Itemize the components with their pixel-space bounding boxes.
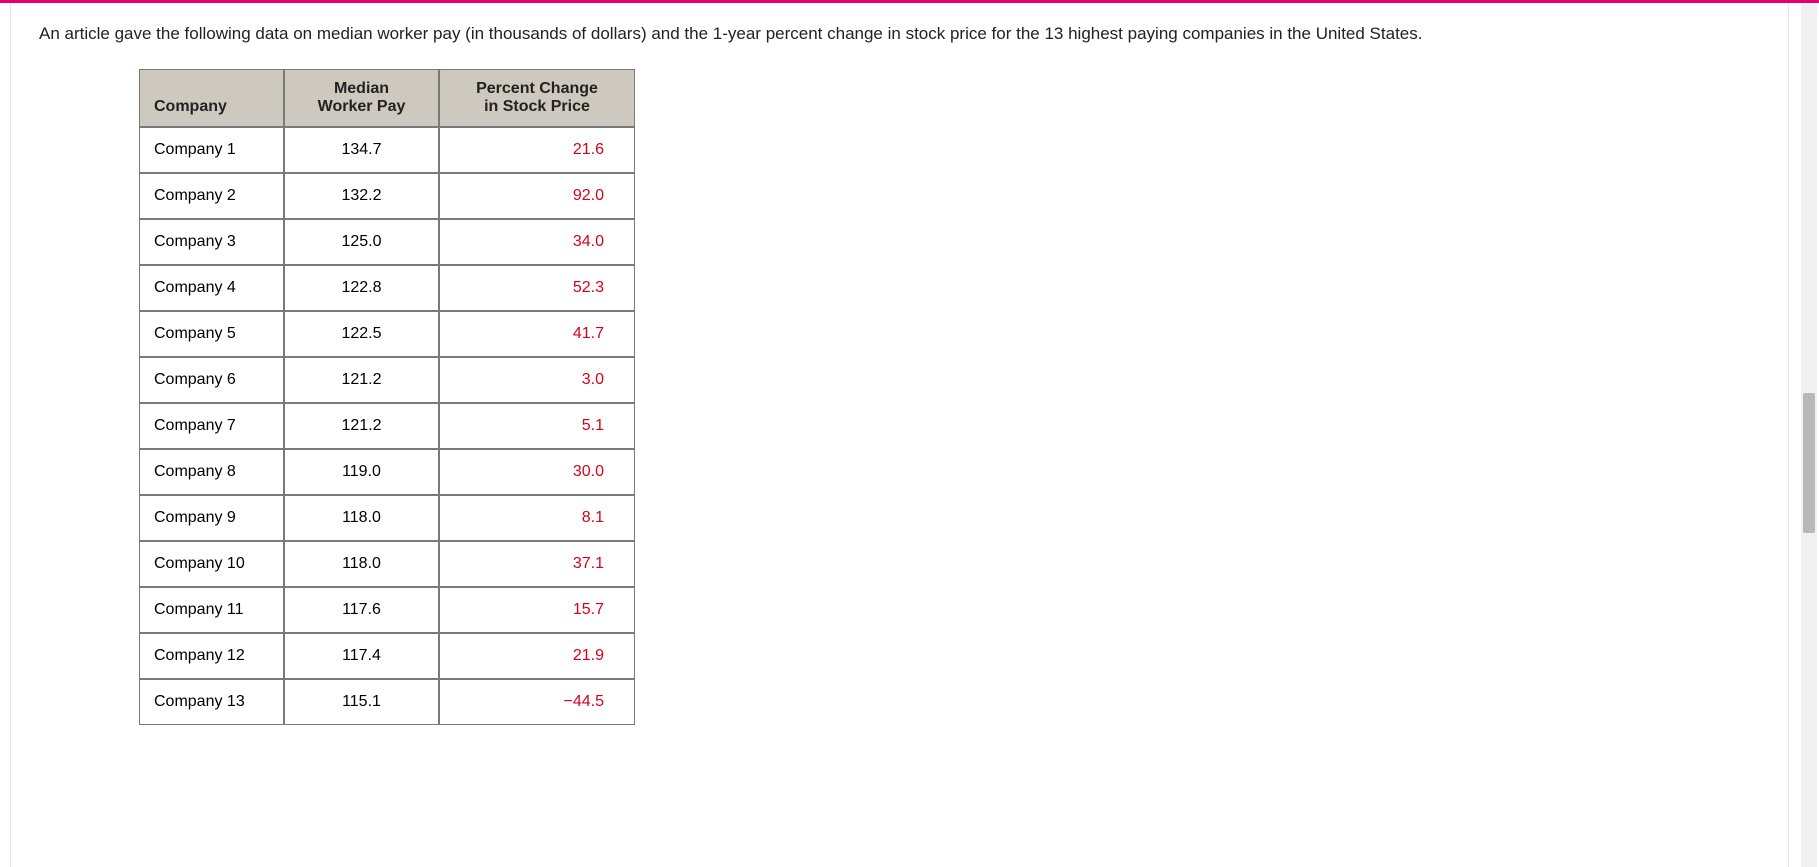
table-row: Company 12 117.4 21.9: [139, 633, 635, 679]
cell-pct: 41.7: [439, 311, 635, 357]
cell-pct: 21.9: [439, 633, 635, 679]
cell-pct: 30.0: [439, 449, 635, 495]
cell-pay: 115.1: [284, 679, 439, 725]
table-row: Company 8 119.0 30.0: [139, 449, 635, 495]
cell-company: Company 4: [139, 265, 284, 311]
cell-company: Company 6: [139, 357, 284, 403]
cell-pct: 21.6: [439, 127, 635, 173]
cell-pct: 3.0: [439, 357, 635, 403]
cell-company: Company 7: [139, 403, 284, 449]
table-body: Company 1 134.7 21.6 Company 2 132.2 92.…: [139, 127, 635, 725]
cell-pay: 118.0: [284, 495, 439, 541]
question-content: An article gave the following data on me…: [10, 3, 1789, 867]
table-row: Company 6 121.2 3.0: [139, 357, 635, 403]
cell-pct: 52.3: [439, 265, 635, 311]
col-header-company: Company: [139, 69, 284, 127]
cell-pct: 8.1: [439, 495, 635, 541]
table-row: Company 11 117.6 15.7: [139, 587, 635, 633]
cell-pay: 122.5: [284, 311, 439, 357]
col-header-median-pay: Median Worker Pay: [284, 69, 439, 127]
table-row: Company 5 122.5 41.7: [139, 311, 635, 357]
cell-pay: 132.2: [284, 173, 439, 219]
cell-pct: −44.5: [439, 679, 635, 725]
scrollbar-thumb[interactable]: [1803, 393, 1815, 533]
cell-pct: 37.1: [439, 541, 635, 587]
col-header-median-pay-line1: Median: [334, 80, 389, 97]
cell-company: Company 10: [139, 541, 284, 587]
cell-pay: 125.0: [284, 219, 439, 265]
cell-company: Company 9: [139, 495, 284, 541]
table-row: Company 4 122.8 52.3: [139, 265, 635, 311]
cell-pay: 122.8: [284, 265, 439, 311]
cell-company: Company 8: [139, 449, 284, 495]
table-row: Company 1 134.7 21.6: [139, 127, 635, 173]
col-header-median-pay-line2: Worker Pay: [318, 98, 406, 115]
cell-company: Company 3: [139, 219, 284, 265]
table-row: Company 9 118.0 8.1: [139, 495, 635, 541]
col-header-pct-change: Percent Change in Stock Price: [439, 69, 635, 127]
cell-company: Company 1: [139, 127, 284, 173]
cell-pay: 118.0: [284, 541, 439, 587]
cell-company: Company 11: [139, 587, 284, 633]
cell-pct: 5.1: [439, 403, 635, 449]
table-row: Company 3 125.0 34.0: [139, 219, 635, 265]
cell-pay: 119.0: [284, 449, 439, 495]
table-row: Company 7 121.2 5.1: [139, 403, 635, 449]
cell-company: Company 13: [139, 679, 284, 725]
cell-pay: 134.7: [284, 127, 439, 173]
cell-pay: 121.2: [284, 357, 439, 403]
cell-pay: 121.2: [284, 403, 439, 449]
table-row: Company 10 118.0 37.1: [139, 541, 635, 587]
data-table: Company Median Worker Pay Percent Change…: [139, 69, 635, 725]
cell-company: Company 12: [139, 633, 284, 679]
col-header-pct-change-line2: in Stock Price: [484, 98, 590, 115]
table-header-row: Company Median Worker Pay Percent Change…: [139, 69, 635, 127]
cell-pct: 92.0: [439, 173, 635, 219]
intro-text: An article gave the following data on me…: [39, 21, 1760, 47]
table-row: Company 13 115.1 −44.5: [139, 679, 635, 725]
scrollbar-track[interactable]: [1801, 3, 1817, 867]
cell-pay: 117.6: [284, 587, 439, 633]
cell-pay: 117.4: [284, 633, 439, 679]
cell-company: Company 5: [139, 311, 284, 357]
col-header-pct-change-line1: Percent Change: [476, 80, 598, 97]
cell-pct: 15.7: [439, 587, 635, 633]
cell-company: Company 2: [139, 173, 284, 219]
cell-pct: 34.0: [439, 219, 635, 265]
table-row: Company 2 132.2 92.0: [139, 173, 635, 219]
